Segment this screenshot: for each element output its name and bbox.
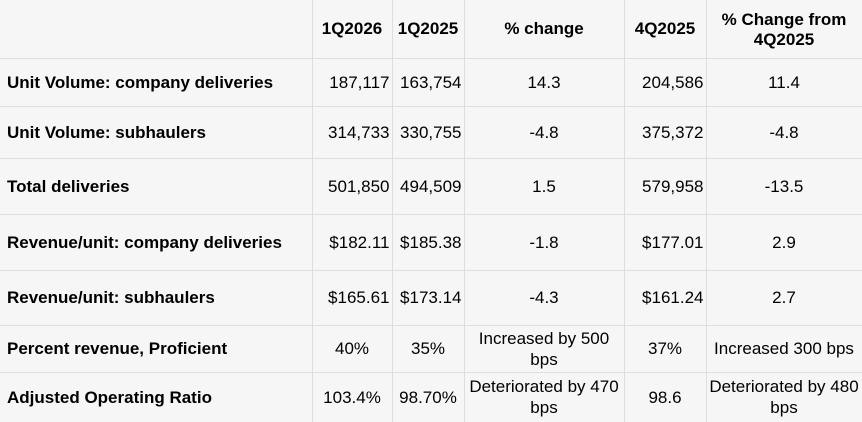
cell-pct-change-4q: Deteriorated by 480 bps [706, 372, 862, 422]
header-blank [0, 0, 313, 59]
cell-4q2025: 375,372 [624, 106, 707, 159]
table-row: Total deliveries 501,850 494,509 1.5 579… [0, 158, 862, 215]
table-row: Percent revenue, Proficient 40% 35% Incr… [0, 325, 862, 373]
cell-pct-change: 14.3 [464, 58, 625, 107]
cell-pct-change-4q: Increased 300 bps [706, 325, 862, 373]
cell-4q2025: 579,958 [624, 158, 707, 215]
header-1q2026: 1Q2026 [312, 0, 393, 59]
cell-4q2025: $177.01 [624, 214, 707, 271]
cell-1q2025: 35% [392, 325, 465, 373]
cell-1q2026: 40% [312, 325, 393, 373]
cell-pct-change-4q: 2.7 [706, 270, 862, 326]
cell-1q2026: 501,850 [312, 158, 393, 215]
cell-4q2025: $161.24 [624, 270, 707, 326]
row-label: Unit Volume: company deliveries [0, 58, 313, 107]
table-row: Unit Volume: company deliveries 187,117 … [0, 58, 862, 107]
cell-pct-change: -4.8 [464, 106, 625, 159]
row-label: Adjusted Operating Ratio [0, 372, 313, 422]
table-row: Revenue/unit: subhaulers $165.61 $173.14… [0, 270, 862, 326]
cell-pct-change: Deteriorated by 470 bps [464, 372, 625, 422]
table-row: Adjusted Operating Ratio 103.4% 98.70% D… [0, 372, 862, 422]
cell-pct-change: -1.8 [464, 214, 625, 271]
cell-1q2026: 103.4% [312, 372, 393, 422]
cell-1q2026: $182.11 [312, 214, 393, 271]
cell-1q2026: 187,117 [312, 58, 393, 107]
header-1q2025: 1Q2025 [392, 0, 465, 59]
cell-4q2025: 98.6 [624, 372, 707, 422]
header-pct-change-4q: % Change from 4Q2025 [706, 0, 862, 59]
cell-pct-change-4q: 11.4 [706, 58, 862, 107]
cell-1q2025: $185.38 [392, 214, 465, 271]
table-row: Revenue/unit: company deliveries $182.11… [0, 214, 862, 271]
cell-1q2025: 330,755 [392, 106, 465, 159]
header-4q2025: 4Q2025 [624, 0, 707, 59]
cell-4q2025: 204,586 [624, 58, 707, 107]
cell-1q2025: 494,509 [392, 158, 465, 215]
header-pct-change: % change [464, 0, 625, 59]
cell-pct-change-4q: -4.8 [706, 106, 862, 159]
cell-4q2025: 37% [624, 325, 707, 373]
row-label: Total deliveries [0, 158, 313, 215]
row-label: Percent revenue, Proficient [0, 325, 313, 373]
cell-1q2026: $165.61 [312, 270, 393, 326]
cell-pct-change: Increased by 500 bps [464, 325, 625, 373]
cell-pct-change: 1.5 [464, 158, 625, 215]
table-row: Unit Volume: subhaulers 314,733 330,755 … [0, 106, 862, 159]
row-label: Revenue/unit: company deliveries [0, 214, 313, 271]
row-label: Revenue/unit: subhaulers [0, 270, 313, 326]
cell-1q2025: 98.70% [392, 372, 465, 422]
cell-pct-change-4q: 2.9 [706, 214, 862, 271]
header-row: 1Q2026 1Q2025 % change 4Q2025 % Change f… [0, 0, 862, 59]
cell-1q2025: 163,754 [392, 58, 465, 107]
cell-pct-change: -4.3 [464, 270, 625, 326]
cell-1q2026: 314,733 [312, 106, 393, 159]
row-label: Unit Volume: subhaulers [0, 106, 313, 159]
cell-1q2025: $173.14 [392, 270, 465, 326]
cell-pct-change-4q: -13.5 [706, 158, 862, 215]
